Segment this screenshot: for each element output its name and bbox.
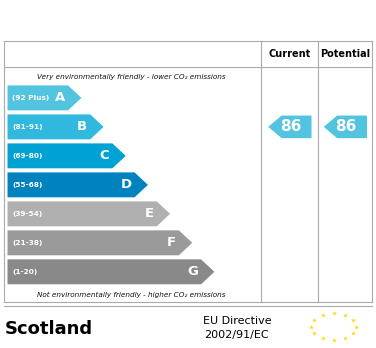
Text: B: B xyxy=(77,120,87,133)
Text: (92 Plus): (92 Plus) xyxy=(12,95,50,101)
Polygon shape xyxy=(324,116,367,138)
Text: C: C xyxy=(100,149,109,163)
Text: Current: Current xyxy=(269,49,311,59)
Polygon shape xyxy=(8,172,148,197)
Polygon shape xyxy=(8,259,214,284)
Text: E: E xyxy=(145,207,154,220)
Text: A: A xyxy=(55,92,65,104)
Text: 86: 86 xyxy=(280,119,302,134)
Text: Scotland: Scotland xyxy=(5,320,93,338)
Text: Not environmentally friendly - higher CO₂ emissions: Not environmentally friendly - higher CO… xyxy=(37,292,226,298)
Text: Potential: Potential xyxy=(320,49,370,59)
Text: F: F xyxy=(167,236,176,249)
Text: Very environmentally friendly - lower CO₂ emissions: Very environmentally friendly - lower CO… xyxy=(37,74,226,80)
Text: D: D xyxy=(120,179,132,191)
Text: G: G xyxy=(187,265,198,278)
Text: (69-80): (69-80) xyxy=(12,153,43,159)
Text: 86: 86 xyxy=(335,119,357,134)
Text: (39-54): (39-54) xyxy=(12,211,42,217)
Polygon shape xyxy=(8,230,192,255)
Polygon shape xyxy=(8,85,81,110)
Polygon shape xyxy=(8,114,103,139)
Text: (21-38): (21-38) xyxy=(12,240,43,246)
Polygon shape xyxy=(8,201,170,226)
Text: (81-91): (81-91) xyxy=(12,124,43,130)
Polygon shape xyxy=(8,143,126,168)
Polygon shape xyxy=(268,116,311,138)
Text: 2002/91/EC: 2002/91/EC xyxy=(205,330,269,340)
Text: (1-20): (1-20) xyxy=(12,269,38,275)
Text: EU Directive: EU Directive xyxy=(203,316,271,326)
Text: Environmental Impact (CO₂) Rating: Environmental Impact (CO₂) Rating xyxy=(30,11,346,26)
Text: (55-68): (55-68) xyxy=(12,182,43,188)
